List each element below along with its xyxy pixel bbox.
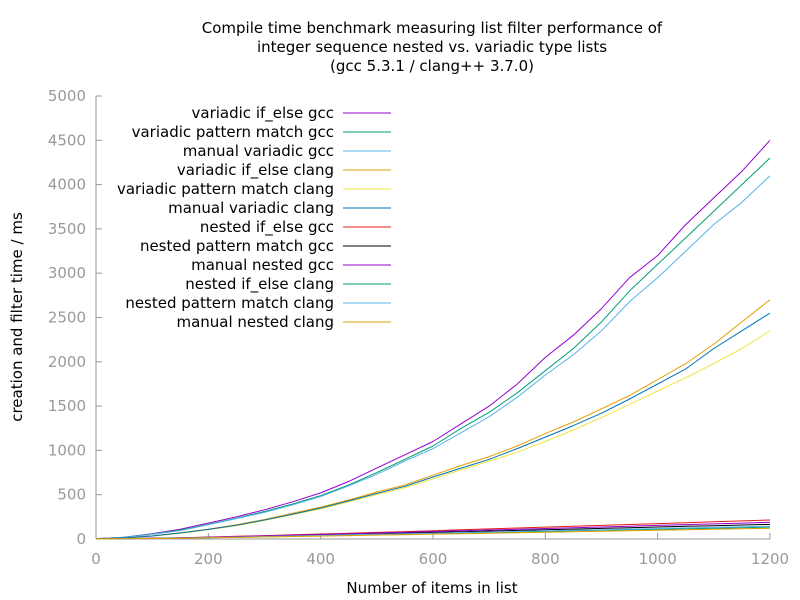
legend-entry-label: nested if_else clang — [185, 275, 334, 294]
x-tick-label: 800 — [531, 550, 560, 568]
chart-title-line: integer sequence nested vs. variadic typ… — [257, 38, 607, 56]
chart-title-line: (gcc 5.3.1 / clang++ 3.7.0) — [330, 57, 534, 75]
series-line-variadic-pattern-match-clang — [95, 330, 771, 540]
y-tick-label: 4000 — [48, 176, 86, 194]
x-axis-label: Number of items in list — [346, 579, 517, 597]
x-tick-label: 1200 — [751, 550, 789, 568]
y-tick-label: 2000 — [48, 353, 86, 371]
series-line-manual-nested-clang — [95, 527, 771, 540]
legend-entry-label: variadic pattern match gcc — [132, 123, 334, 141]
y-tick-label: 4500 — [48, 131, 86, 149]
series-line-manual-variadic-gcc — [95, 175, 771, 540]
x-tick-label: 200 — [194, 550, 223, 568]
x-tick-label: 1000 — [639, 550, 677, 568]
legend-entry-label: nested pattern match clang — [125, 294, 334, 312]
chart-title-line: Compile time benchmark measuring list fi… — [202, 19, 663, 37]
y-tick-label: 500 — [57, 486, 86, 504]
y-tick-label: 3500 — [48, 220, 86, 238]
legend-entry-label: manual variadic clang — [168, 199, 334, 217]
y-axis-label: creation and filter time / ms — [8, 212, 26, 422]
y-tick-label: 5000 — [48, 87, 86, 105]
y-tick-label: 3000 — [48, 264, 86, 282]
legend-entry-label: variadic if_else gcc — [192, 104, 334, 123]
axes: 0500100015002000250030003500400045005000… — [48, 87, 789, 568]
series-line-variadic-if-else-gcc — [95, 139, 771, 540]
legend-entry-label: manual variadic gcc — [183, 142, 334, 160]
x-tick-label: 600 — [419, 550, 448, 568]
legend-entry-label: variadic if_else clang — [177, 161, 334, 180]
series-line-variadic-if-else-clang — [95, 299, 771, 540]
x-tick-label: 400 — [306, 550, 335, 568]
legend-entry-label: nested if_else gcc — [200, 218, 334, 237]
y-tick-label: 2500 — [48, 309, 86, 327]
y-tick-label: 0 — [76, 530, 86, 548]
chart-title: Compile time benchmark measuring list fi… — [202, 19, 663, 75]
legend-entry-label: manual nested clang — [176, 313, 334, 331]
y-tick-label: 1500 — [48, 397, 86, 415]
x-tick-label: 0 — [91, 550, 101, 568]
series-line-manual-variadic-clang — [95, 312, 771, 540]
legend-entry-label: manual nested gcc — [191, 256, 334, 274]
series-lines — [95, 139, 771, 540]
legend-entry-label: nested pattern match gcc — [140, 237, 334, 255]
legend-entry-label: variadic pattern match clang — [117, 180, 334, 198]
y-tick-label: 1000 — [48, 441, 86, 459]
